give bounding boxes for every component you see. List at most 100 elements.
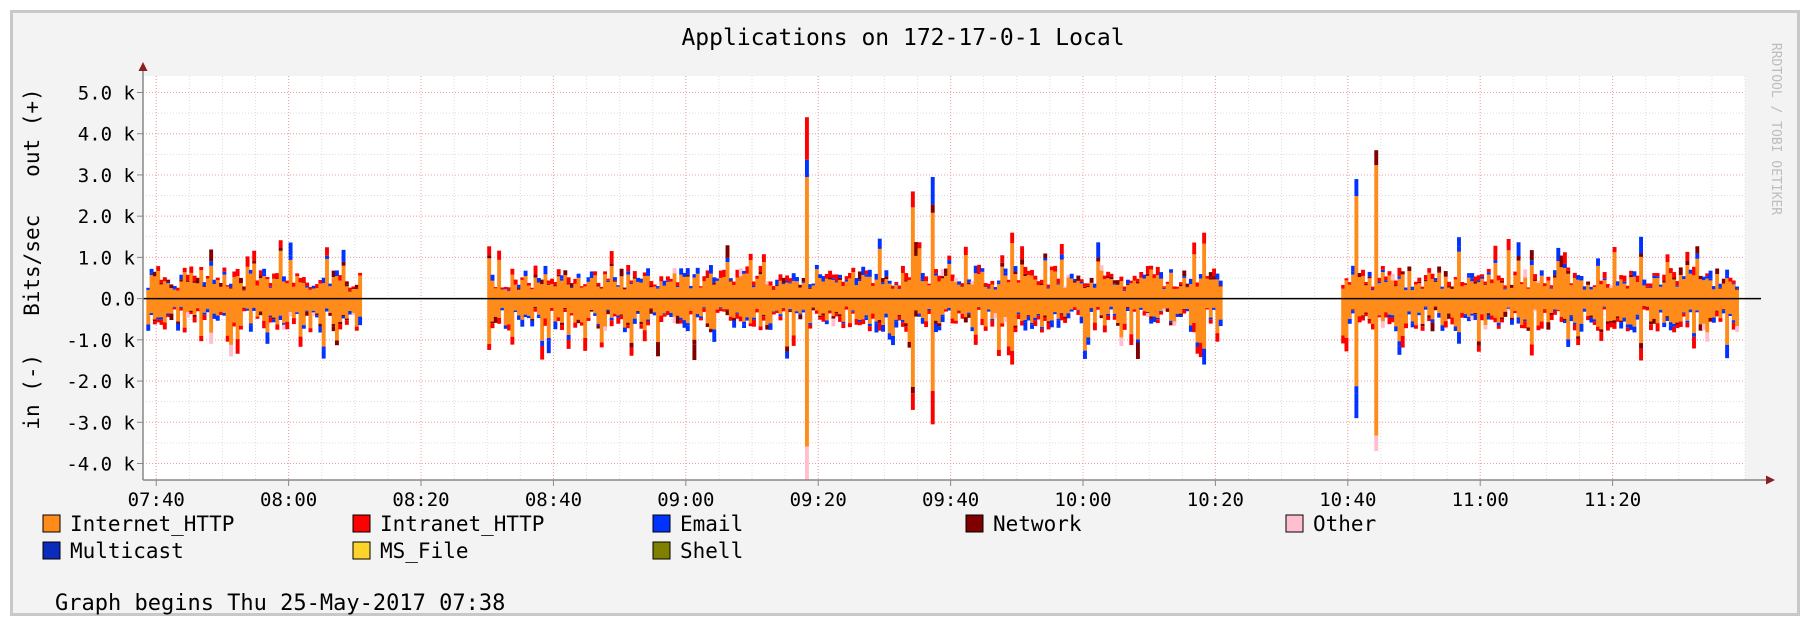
data-bar [1688,309,1693,313]
data-bar [1361,298,1365,316]
data-bar [1063,316,1068,319]
data-bar [1006,346,1011,356]
data-bar [1106,271,1111,277]
data-bar [1159,278,1164,299]
data-bar [1122,290,1127,299]
data-bar [1135,298,1140,340]
data-bar [732,284,737,299]
data-bar [152,276,157,299]
data-bar [1377,277,1382,282]
data-bar [1414,281,1418,285]
data-bar [1119,276,1124,282]
x-tick-label: 08:20 [392,489,449,511]
data-bar [1536,282,1541,299]
data-bar [1576,298,1581,337]
data-bar [490,280,495,299]
data-bar [156,270,161,299]
data-bar [1470,278,1475,282]
data-bar [1357,273,1362,278]
data-bar [1387,316,1392,325]
data-bar [1043,253,1048,259]
data-bar [1625,285,1630,289]
data-bar [1410,323,1415,328]
data-bar [900,319,905,323]
data-bar [1086,283,1091,286]
data-bar [513,310,518,313]
data-bar [904,298,909,324]
data-bar [828,279,833,299]
data-bar [1430,278,1435,299]
data-bar [705,323,710,327]
data-bar [1404,290,1408,299]
data-bar [854,298,859,320]
data-bar [616,298,621,316]
data-bar [616,317,621,324]
data-bar [1668,325,1673,331]
data-bar [1615,284,1620,286]
data-bar [159,319,164,325]
data-bar [546,283,551,285]
data-bar [1572,298,1577,323]
data-bar [1192,242,1197,255]
data-bar [1205,278,1210,299]
data-bar [708,298,713,329]
data-bar [540,279,545,285]
data-bar [1486,268,1491,273]
data-bar [990,280,995,285]
data-bar [1559,316,1564,323]
x-tick-label: 10:20 [1187,489,1244,511]
data-bar [874,321,879,324]
data-bar [1639,298,1643,344]
data-bar [907,277,912,280]
data-bar [1655,323,1660,332]
data-bar [1218,286,1223,299]
data-bar [639,278,644,283]
data-bar [1695,246,1700,254]
data-bar [603,298,607,327]
data-bar [838,274,842,278]
data-bar [1056,278,1061,284]
data-bar [672,268,677,274]
data-bar [1198,274,1203,279]
data-bar [977,307,982,308]
data-bar [229,344,233,357]
data-bar [996,284,1001,299]
data-bar [884,276,889,280]
data-bar [1490,279,1495,284]
data-bar [1059,244,1064,255]
data-bar [1453,326,1458,331]
data-bar [665,281,670,299]
data-bar [940,316,945,323]
data-bar [609,298,614,318]
data-bar [814,264,819,270]
data-bar [1354,386,1359,394]
data-bar [735,269,740,278]
data-bar [1509,319,1514,325]
data-bar [1132,280,1137,299]
data-bar [1000,298,1005,324]
data-bar [1149,298,1154,317]
data-bar [242,289,247,291]
data-bar [937,326,942,331]
data-bar [1708,278,1713,281]
data-bar [248,273,253,299]
data-bar [785,346,790,352]
data-bar [222,298,227,313]
data-bar [1500,280,1504,283]
data-bar [973,298,978,335]
data-bar [622,289,627,299]
data-bar [775,285,780,299]
data-bar [692,344,697,361]
data-bar [857,298,862,320]
data-bar [1182,277,1187,299]
data-bar [1185,283,1190,287]
data-bar [848,278,852,299]
data-bar [702,298,707,308]
data-bar [851,267,856,273]
data-bar [540,345,545,360]
data-bar [275,324,280,330]
data-bar [626,264,631,272]
data-bar [1202,298,1207,349]
data-bar [546,298,551,338]
data-bar [341,249,346,262]
